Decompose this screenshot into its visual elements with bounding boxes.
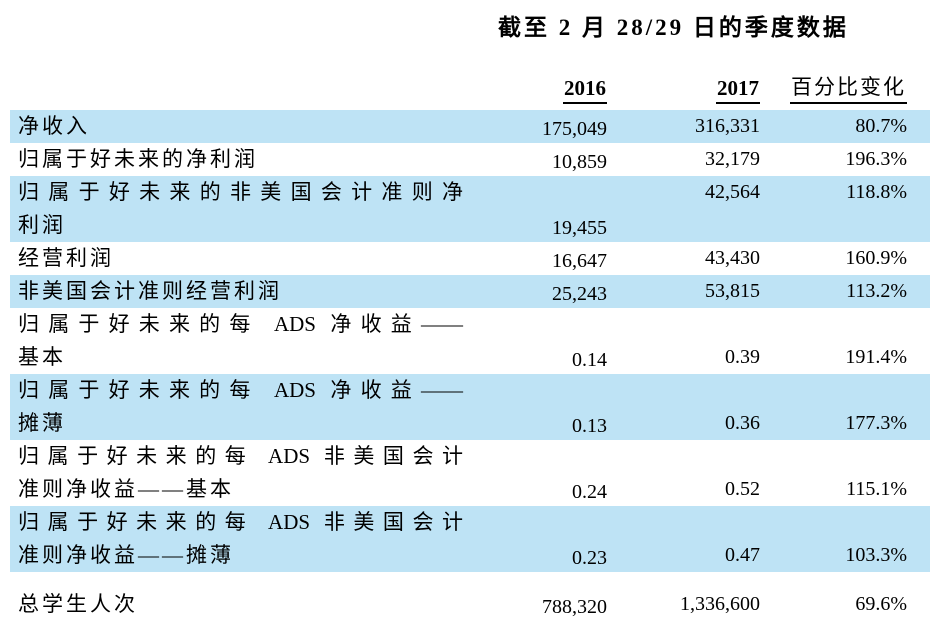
value-2016: 16,647 [552,250,607,272]
table-row-eps-basic: 归属于好未来的每 ADS 净收益—— 基本 0.14 0.39 191.4% [10,308,930,374]
row-label: 归属于好未来的净利润 [18,147,258,171]
value-2017: 42,564 [705,181,760,203]
row-label: 归属于好未来的非美国会计准则净 利润 [18,180,463,237]
value-2016: 10,859 [552,151,607,173]
table-row-net-income: 归属于好未来的净利润 10,859 32,179 196.3% [10,143,930,176]
table-header-row: 2016 2017 百分比变化 [10,75,930,104]
value-pct: 115.1% [846,478,907,500]
value-2017: 1,336,600 [680,593,760,615]
value-2017: 0.39 [725,346,760,368]
value-2016: 0.23 [572,547,607,569]
value-pct: 196.3% [845,148,907,170]
value-pct: 103.3% [845,544,907,566]
value-2016: 25,243 [552,283,607,305]
row-label: 归属于好未来的每 ADS 净收益—— 摊薄 [18,378,463,435]
value-pct: 191.4% [845,346,907,368]
value-2017: 32,179 [705,148,760,170]
value-2017: 53,815 [705,280,760,302]
page-title: 截至 2 月 28/29 日的季度数据 [498,15,849,40]
header-2016: 2016 [482,76,607,104]
table-row-total-student-enrollments: 总学生人次 788,320 1,336,600 69.6% [10,588,930,621]
row-label: 净收入 [18,114,90,138]
value-2016: 0.13 [572,415,607,437]
table-row-eps-diluted: 归属于好未来的每 ADS 净收益—— 摊薄 0.13 0.36 177.3% [10,374,930,440]
row-label: 归属于好未来的每 ADS 非美国会计 准则净收益——摊薄 [18,510,463,567]
row-label: 总学生人次 [18,592,138,616]
table-row-non-gaap-eps-diluted: 归属于好未来的每 ADS 非美国会计 准则净收益——摊薄 0.23 0.47 1… [10,506,930,572]
value-2017: 0.52 [725,478,760,500]
row-label: 归属于好未来的每 ADS 净收益—— 基本 [18,312,463,369]
value-pct: 80.7% [855,115,907,137]
value-pct: 69.6% [855,593,907,615]
table-row-net-revenue: 净收入 175,049 316,331 80.7% [10,110,930,143]
header-pct-change: 百分比变化 [760,71,907,104]
value-2017: 0.36 [725,412,760,434]
value-2016: 19,455 [552,217,607,239]
value-2016: 788,320 [542,596,607,618]
value-pct: 177.3% [845,412,907,434]
value-2017: 0.47 [725,544,760,566]
header-2017: 2017 [607,76,760,104]
table-row-non-gaap-net-income: 归属于好未来的非美国会计准则净 利润 19,455 42,564 118.8% [10,176,930,242]
value-2016: 0.24 [572,481,607,503]
row-label: 经营利润 [18,246,114,270]
value-pct: 113.2% [846,280,907,302]
value-pct: 160.9% [845,247,907,269]
table-row-operating-income: 经营利润 16,647 43,430 160.9% [10,242,930,275]
value-2017: 43,430 [705,247,760,269]
value-2016: 0.14 [572,349,607,371]
row-label: 非美国会计准则经营利润 [18,279,282,303]
value-2016: 175,049 [542,118,607,140]
table-row-non-gaap-operating-income: 非美国会计准则经营利润 25,243 53,815 113.2% [10,275,930,308]
value-2017: 316,331 [695,115,760,137]
value-pct: 118.8% [846,181,907,203]
row-label: 归属于好未来的每 ADS 非美国会计 准则净收益——基本 [18,444,463,501]
table-row-non-gaap-eps-basic: 归属于好未来的每 ADS 非美国会计 准则净收益——基本 0.24 0.52 1… [10,440,930,506]
quarterly-data-table: 2016 2017 百分比变化 净收入 175,049 316,331 80.7… [10,75,930,621]
